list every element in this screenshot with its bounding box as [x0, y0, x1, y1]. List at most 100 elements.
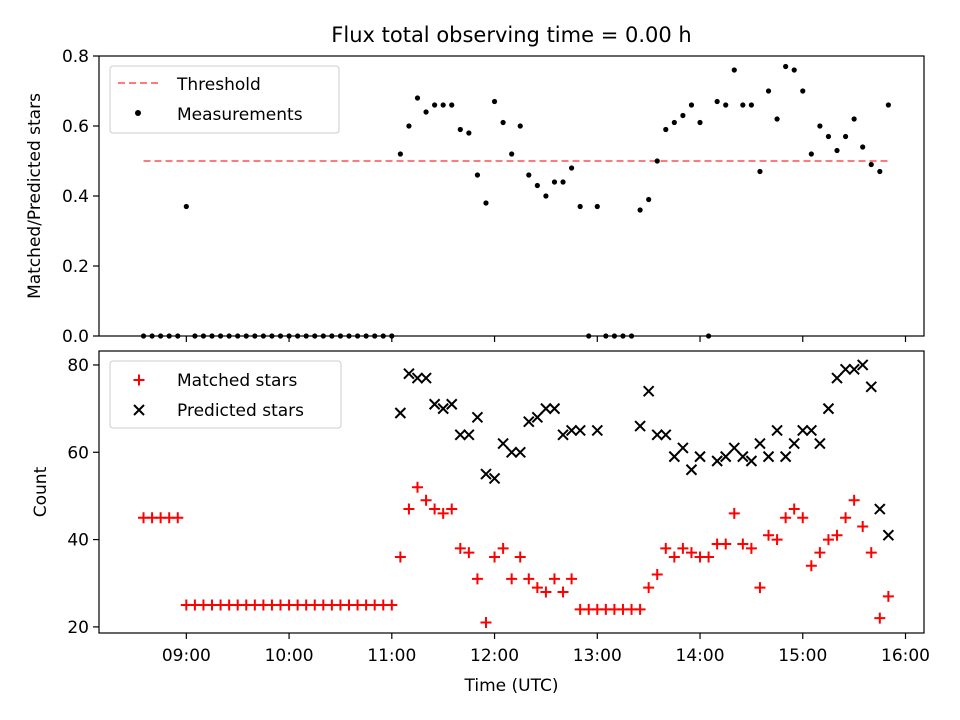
predicted-star-point: [480, 468, 492, 480]
measurement-point: [800, 88, 806, 94]
matched-star-points: [138, 481, 894, 629]
predicted-star-point: [403, 367, 415, 380]
measurement-point: [791, 67, 797, 73]
measurement-point: [483, 200, 489, 206]
predicted-star-point: [437, 402, 449, 415]
y-tick-label: 0.6: [62, 117, 89, 137]
matched-star-point: [822, 534, 834, 546]
measurement-point: [740, 102, 746, 108]
x-tick-label: 16:00: [881, 646, 930, 666]
predicted-star-point: [531, 411, 544, 424]
measurement-point: [423, 109, 429, 115]
matched-star-point: [497, 542, 509, 554]
predicted-star-point: [737, 450, 749, 463]
measurement-point: [680, 112, 686, 119]
predicted-star-point: [797, 424, 809, 437]
matched-star-point: [531, 582, 543, 594]
predicted-legend-label: Predicted stars: [177, 401, 304, 421]
measurement-point: [671, 119, 677, 126]
predicted-star-point: [591, 424, 603, 437]
x-tick-label: 15:00: [778, 646, 827, 666]
predicted-star-point: [668, 450, 681, 463]
matched-star-point: [471, 573, 483, 585]
top-x-ticks: [185, 336, 907, 342]
predicted-star-point: [394, 407, 407, 419]
matched-star-point: [805, 560, 817, 572]
measurement-point: [432, 102, 438, 108]
measurements-legend-label: Measurements: [177, 105, 303, 125]
measurement-point: [860, 144, 866, 150]
measurement-point: [637, 207, 643, 213]
matched-star-point: [840, 512, 852, 524]
matched-star-point: [454, 542, 466, 554]
measurement-point: [663, 126, 669, 133]
measurement-point: [765, 88, 772, 94]
measurement-point: [466, 130, 472, 136]
predicted-star-point: [865, 381, 877, 393]
matched-star-point: [506, 573, 518, 585]
matched-star-point: [788, 503, 800, 515]
predicted-star-point: [882, 529, 895, 541]
predicted-star-point: [428, 398, 441, 410]
predicted-star-point: [471, 411, 484, 424]
predicted-star-point: [420, 372, 432, 384]
matched-star-point: [780, 512, 792, 524]
bottom-legend: Matched stars Predicted stars: [109, 360, 342, 429]
predicted-star-point: [848, 363, 860, 376]
predicted-star-point: [788, 437, 800, 450]
matched-star-point: [660, 542, 672, 554]
matched-star-point: [668, 551, 680, 563]
matched-star-point: [420, 494, 432, 506]
measurement-point: [783, 63, 789, 70]
measurement-point: [723, 102, 729, 108]
measurement-point: [491, 98, 498, 105]
measurement-point: [397, 151, 403, 157]
x-axis-label: Time (UTC): [464, 676, 559, 696]
matched-star-point: [677, 542, 689, 554]
chart-title: Flux total observing time = 0.00 h: [331, 23, 691, 47]
predicted-star-point: [651, 429, 663, 441]
matched-legend-label: Matched stars: [177, 371, 297, 391]
predicted-star-point: [454, 429, 467, 441]
matched-star-point: [703, 551, 715, 563]
y-tick-label: 0.2: [62, 257, 89, 277]
matched-star-point: [463, 547, 475, 559]
top-axes-frame: [98, 55, 925, 337]
matched-star-point: [651, 569, 663, 581]
measurement-point: [817, 123, 823, 129]
bottom-x-ticks: 09:00 10:00 11:00 12:00 13:00 14:00 15:00 16:00: [162, 633, 930, 666]
measurement-point: [457, 126, 463, 133]
top-legend: Threshold Measurements: [109, 65, 340, 134]
bottom-axes-frame: [98, 350, 925, 634]
measurement-point: [808, 151, 814, 157]
predicted-star-point: [814, 437, 826, 450]
measurement-point: [714, 98, 720, 105]
measurement-point: [406, 123, 412, 129]
matched-star-point: [848, 494, 860, 506]
x-tick-label: 13:00: [573, 646, 622, 666]
matched-star-point: [566, 573, 578, 585]
matched-star-point: [429, 503, 441, 515]
bottom-legend-box: [109, 360, 342, 429]
predicted-star-point: [565, 424, 578, 437]
bottom-y-ticks: 20 40 60 80: [67, 356, 99, 638]
matched-star-point: [874, 612, 886, 624]
y-tick-label: 0.4: [62, 187, 89, 207]
measurement-point: [534, 182, 540, 189]
measurement-point: [842, 133, 849, 140]
predicted-star-point: [497, 437, 509, 450]
matched-star-point: [557, 586, 569, 598]
matched-star-point: [634, 603, 646, 615]
y-tick-label: 80: [67, 356, 89, 376]
measurement-point: [551, 179, 558, 185]
measurement-point: [500, 119, 506, 126]
measurement-point: [646, 196, 652, 203]
predicted-star-point: [488, 472, 501, 485]
predicted-star-point: [411, 372, 424, 384]
predicted-star-point: [642, 385, 655, 397]
predicted-legend-marker: [133, 404, 145, 416]
matched-star-point: [403, 503, 415, 515]
measurement-point: [688, 102, 695, 108]
top-panel: 0.00.20.40.60.8 Matched/Predicted stars …: [25, 47, 925, 347]
predicted-star-point: [831, 372, 843, 384]
